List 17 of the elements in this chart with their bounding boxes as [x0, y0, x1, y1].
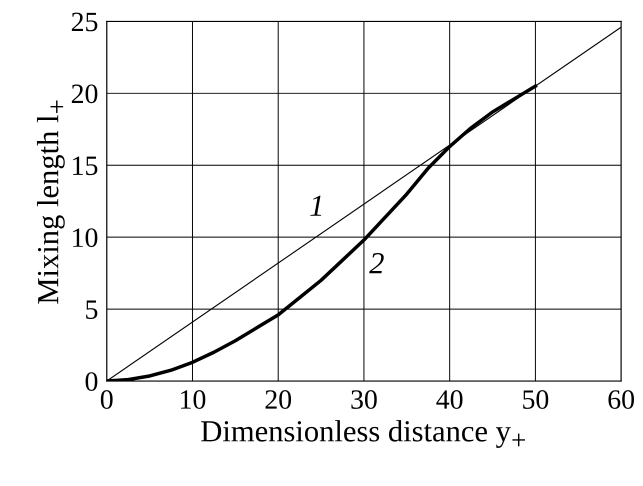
- y-tick-label: 10: [73, 228, 98, 248]
- x-tick-label: 10: [181, 390, 206, 409]
- x-tick-label: 50: [523, 390, 548, 409]
- x-tick-label: 60: [608, 390, 634, 409]
- x-tick-label: 40: [436, 390, 462, 409]
- annotation: 2: [369, 253, 384, 274]
- y-tick-label: 20: [72, 84, 98, 104]
- x-tick-label: 20: [266, 390, 292, 409]
- x-tick-label: 0: [100, 390, 113, 409]
- y-tick-label: 0: [86, 372, 98, 391]
- annotation: 1: [310, 196, 322, 216]
- y-tick-label: 5: [86, 300, 98, 320]
- y-axis-title: Mixing length l$_{+}$: [36, 100, 65, 304]
- x-axis-title: Dimensionless distance y$_{+}$: [201, 420, 525, 448]
- y-tick-label: 15: [73, 156, 98, 176]
- y-tick-label: 25: [72, 12, 98, 32]
- x-tick-label: 30: [351, 390, 377, 409]
